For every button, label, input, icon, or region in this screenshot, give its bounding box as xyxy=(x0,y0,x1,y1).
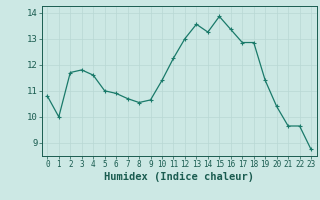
X-axis label: Humidex (Indice chaleur): Humidex (Indice chaleur) xyxy=(104,172,254,182)
